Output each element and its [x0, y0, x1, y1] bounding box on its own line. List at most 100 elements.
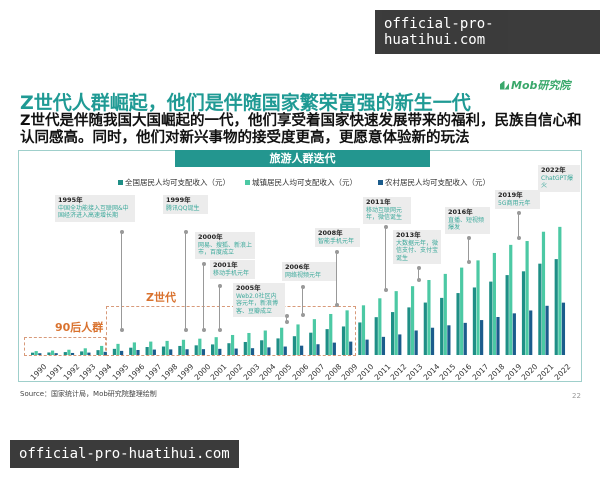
bar-2011-s0	[374, 317, 378, 355]
bar-1993-s1	[83, 348, 87, 355]
annotation-pointer	[300, 285, 305, 317]
annotation-pointer	[334, 250, 339, 307]
bar-2017-s2	[480, 320, 484, 355]
bar-1997-s0	[145, 347, 149, 355]
annotation-year: 2006年	[285, 263, 310, 271]
bar-1999-s1	[181, 339, 186, 355]
bar-2020-s1	[525, 241, 529, 355]
annotation-pointer	[119, 230, 124, 332]
annotation-2011年: 2011年 移动互联网元年，微信诞生	[363, 197, 411, 224]
bar-1998-s0	[161, 346, 166, 355]
bar-2017-s0	[472, 287, 477, 355]
genz-range-box	[106, 306, 356, 356]
bar-2014-s2	[430, 327, 435, 355]
bar-2005-s0	[276, 338, 280, 355]
bar-2006-s2	[300, 345, 304, 355]
annotation-2008年: 2008年 智能手机元年	[315, 228, 360, 247]
bar-1991-s0	[47, 352, 51, 355]
bar-2011-s1	[378, 298, 382, 355]
bar-2013-s1	[410, 286, 415, 355]
annotation-2016年: 2016年 直播、短视频爆发	[445, 207, 490, 234]
bar-1994-s0	[96, 350, 100, 355]
annotation-text: 移动互联网元年，微信诞生	[366, 206, 403, 222]
bar-1992-s0	[63, 352, 67, 355]
watermark: official-pro-huatihui.com	[375, 10, 600, 54]
bar-2003-s2	[250, 348, 255, 355]
page-number: 22	[572, 392, 581, 400]
annotation-year: 2019年	[498, 191, 523, 199]
bar-1991-s2	[54, 353, 58, 355]
bar-2018-s0	[489, 281, 493, 355]
bar-1995-s0	[112, 348, 117, 355]
bar-2014-s1	[427, 280, 431, 355]
annotation-year: 2000年	[198, 233, 223, 241]
annotation-2001年: 2001年 移动手机元年	[210, 260, 255, 279]
annotation-text: Web2.0社区内容元年，新浪博客、豆瓣成立	[236, 292, 279, 315]
bar-1990-s2	[38, 353, 42, 355]
page-title: Z世代人群崛起，他们是伴随国家繁荣富强的新生一代	[20, 92, 471, 114]
gen90-range-box	[24, 337, 106, 356]
bar-2018-s2	[496, 316, 500, 355]
annotation-pointer	[416, 266, 421, 282]
annotation-year: 2013年	[396, 231, 421, 239]
legend-swatch	[245, 180, 250, 185]
bar-1992-s2	[70, 352, 75, 355]
annotation-2013年: 2013年 大数据元年，微信支付、支付宝诞生	[393, 230, 441, 264]
annotation-2006年: 2006年 网络视频元年	[282, 262, 337, 281]
bar-1994-s2	[103, 351, 107, 355]
bar-2017-s1	[476, 260, 480, 355]
logo-text: Mob研究院	[511, 79, 571, 92]
bar-2005-s1	[280, 327, 284, 355]
bar-1999-s0	[178, 345, 182, 355]
bar-2009-s2	[349, 341, 353, 355]
bar-2015-s1	[443, 273, 447, 355]
page-subtitle: Z世代是伴随我国大国崛起的一代，他们享受着国家快速发展带来的福利，民族自信心和认…	[20, 113, 582, 146]
bar-2016-s0	[456, 293, 460, 355]
bar-2006-s0	[292, 336, 297, 355]
bar-2009-s0	[341, 326, 346, 355]
bar-1993-s2	[87, 352, 91, 355]
bar-2009-s1	[345, 310, 349, 355]
building-icon	[500, 80, 509, 90]
bar-2000-s1	[198, 338, 202, 355]
annotation-year: 2022年	[541, 166, 566, 174]
bar-1997-s1	[149, 341, 153, 355]
annotation-2019年: 2019年 5G商用元年	[495, 190, 540, 209]
annotation-text: ChatGPT爆火	[541, 174, 573, 190]
bar-2010-s2	[365, 339, 369, 355]
annotation-year: 2011年	[366, 198, 391, 206]
annotation-pointer	[217, 284, 222, 332]
bar-2001-s2	[218, 348, 222, 355]
annotation-year: 2005年	[236, 284, 261, 292]
bar-2007-s0	[309, 332, 313, 355]
bar-2013-s0	[407, 307, 411, 355]
bar-1990-s1	[34, 351, 38, 355]
bar-2013-s2	[414, 330, 418, 355]
bar-1996-s1	[132, 342, 136, 355]
annotation-year: 2001年	[213, 261, 238, 269]
bar-2004-s2	[267, 347, 271, 355]
legend-label: 全国居民人均可支配收入（元）	[125, 178, 230, 187]
bar-2016-s2	[463, 322, 467, 355]
bar-2007-s2	[316, 344, 320, 355]
bar-2018-s1	[492, 252, 496, 355]
genz-label: Z世代	[146, 291, 176, 304]
bar-2006-s1	[296, 324, 300, 355]
bar-1995-s1	[116, 343, 120, 355]
bar-2020-s2	[529, 310, 533, 355]
annotation-pointer	[201, 262, 206, 332]
bar-2000-s2	[201, 349, 206, 355]
bar-2007-s1	[312, 319, 316, 355]
annotation-text: 智能手机元年	[318, 237, 355, 245]
bar-1998-s2	[169, 349, 173, 355]
bar-2008-s2	[332, 342, 336, 355]
bar-1991-s1	[50, 350, 55, 355]
bar-1998-s1	[165, 340, 169, 355]
bar-2001-s0	[211, 344, 215, 355]
mob-logo: Mob研究院	[500, 77, 570, 93]
bar-2002-s1	[230, 334, 235, 355]
bar-2002-s2	[234, 348, 238, 355]
bar-2008-s1	[329, 313, 333, 355]
bar-1999-s2	[185, 349, 189, 355]
bar-2002-s0	[227, 343, 231, 355]
